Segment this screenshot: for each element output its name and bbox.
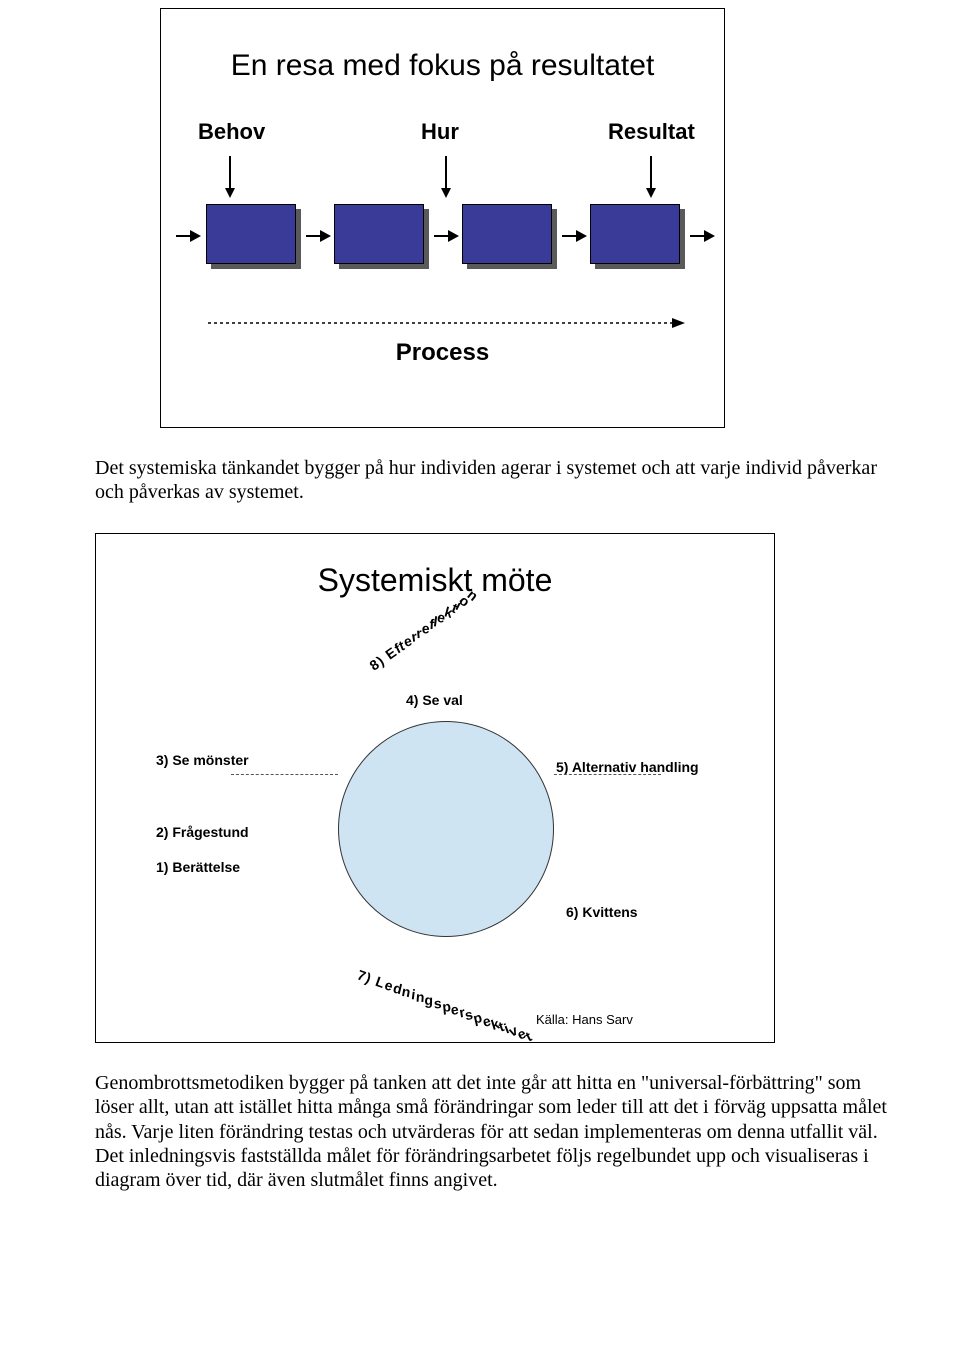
arrow-right-icon	[688, 228, 716, 244]
figure2-source: Källa: Hans Sarv	[536, 1012, 633, 1027]
arrow-down-icon	[644, 154, 658, 199]
arrow-right-icon	[560, 228, 588, 244]
body-paragraph-2: Genombrottsmetodiken bygger på tanken at…	[95, 1071, 900, 1193]
arrow-down-icon	[223, 154, 237, 199]
figure2-dashline-left	[231, 774, 338, 775]
figure2-circle	[338, 721, 554, 937]
arrow-right-icon	[304, 228, 332, 244]
figure2-arc-top-left: 8) Efterreflektion	[366, 586, 481, 673]
arrow-right-icon	[174, 228, 202, 244]
figure1-label-behov: Behov	[198, 119, 265, 145]
figure2-title: Systemiskt möte	[96, 562, 774, 599]
arrow-right-icon	[432, 228, 460, 244]
figure2-step5: 5) Alternativ handling	[556, 759, 699, 775]
figure2-step4: 4) Se val	[406, 692, 463, 708]
figure1-label-resultat: Resultat	[608, 119, 695, 145]
figure-process-journey: En resa med fokus på resultatet Behov Hu…	[160, 8, 725, 428]
figure2-step3: 3) Se mönster	[156, 752, 249, 768]
figure1-title: En resa med fokus på resultatet	[161, 49, 724, 83]
arrow-down-icon	[439, 154, 453, 199]
figure1-label-hur: Hur	[421, 119, 459, 145]
figure2-dashline-right	[554, 774, 661, 775]
figure1-process-label: Process	[161, 339, 724, 367]
figure2-step6: 6) Kvittens	[566, 904, 638, 920]
figure1-boxes-row	[171, 204, 714, 284]
document-page: En resa med fokus på resultatet Behov Hu…	[0, 8, 960, 1261]
process-timeline-arrow	[206, 317, 686, 329]
figure2-arc-bottom: 7) Ledningsperspektivet	[355, 966, 534, 1044]
figure2-step2: 2) Frågestund	[156, 824, 249, 840]
figure-systemic-meeting: Systemiskt möte 8) Efterreflektion 4) Se…	[95, 533, 775, 1043]
body-paragraph-1: Det systemiska tänkandet bygger på hur i…	[95, 456, 900, 505]
figure2-step1: 1) Berättelse	[156, 859, 240, 875]
